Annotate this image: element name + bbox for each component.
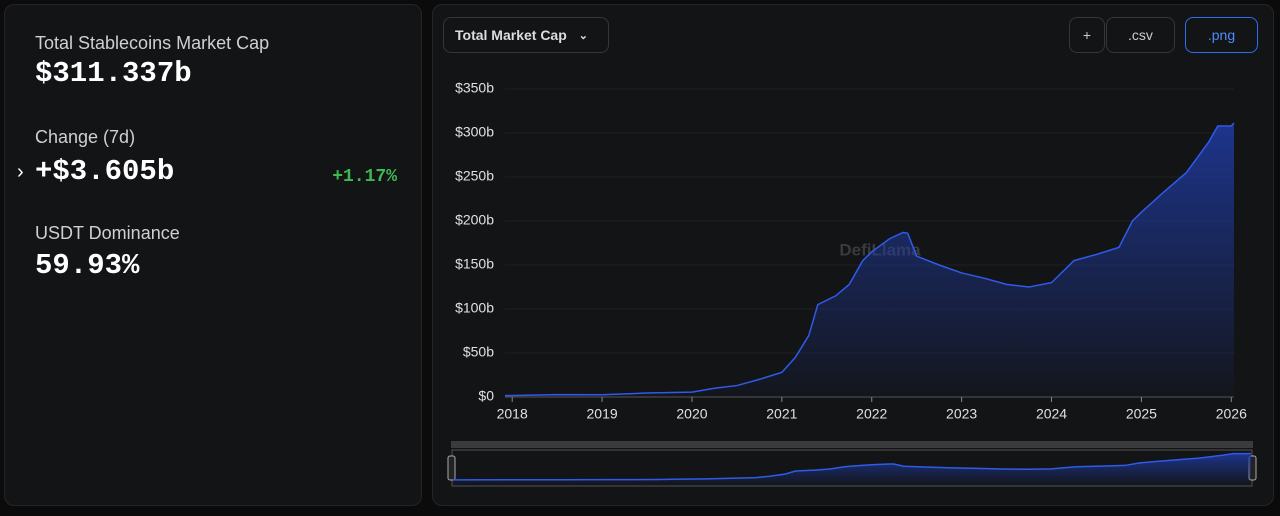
- expand-icon[interactable]: ›: [17, 161, 24, 183]
- png-label: .png: [1207, 27, 1236, 43]
- stats-panel: Total Stablecoins Market Cap $311.337b C…: [4, 4, 422, 506]
- x-tick-label: 2019: [587, 406, 618, 422]
- y-tick-label: $200b: [455, 212, 494, 228]
- dropdown-label: Total Market Cap: [455, 27, 567, 43]
- brush-area-fill: [453, 453, 1251, 485]
- x-tick-label: 2026: [1216, 406, 1247, 422]
- stat-value: +$3.605b: [35, 155, 175, 188]
- stat-label: Total Stablecoins Market Cap: [35, 33, 270, 53]
- csv-label: .csv: [1128, 27, 1153, 43]
- x-tick-label: 2025: [1126, 406, 1157, 422]
- stat-change: +1.17%: [332, 167, 397, 187]
- stat-value: $311.337b: [35, 57, 192, 90]
- stat-label: Change (7d): [35, 127, 136, 147]
- png-button[interactable]: .png: [1185, 17, 1258, 53]
- x-tick-label: 2024: [1036, 406, 1067, 422]
- brush-bar[interactable]: [451, 441, 1253, 448]
- y-tick-label: $50b: [463, 344, 494, 360]
- y-tick-label: $250b: [455, 168, 494, 184]
- y-tick-label: $0: [478, 388, 494, 404]
- metric-dropdown[interactable]: Total Market Cap ⌄: [443, 17, 609, 53]
- y-tick-label: $350b: [455, 80, 494, 96]
- y-tick-label: $150b: [455, 256, 494, 272]
- stat-value: 59.93%: [35, 249, 140, 282]
- csv-button[interactable]: .csv: [1106, 17, 1175, 53]
- brush-area-line: [452, 452, 1252, 481]
- x-tick-label: 2021: [766, 406, 797, 422]
- x-tick-label: 2018: [497, 406, 528, 422]
- area-line: [504, 122, 1235, 397]
- x-tick-label: 2022: [856, 406, 887, 422]
- stat-label: USDT Dominance: [35, 223, 180, 243]
- y-tick-label: $300b: [455, 124, 494, 140]
- x-tick-label: 2020: [676, 406, 707, 422]
- brush-handle[interactable]: [447, 455, 456, 481]
- add-button[interactable]: +: [1069, 17, 1105, 53]
- chevron: ⌄: [578, 29, 588, 42]
- area-fill: [505, 123, 1234, 397]
- x-tick-label: 2023: [946, 406, 977, 422]
- y-tick-label: $100b: [455, 300, 494, 316]
